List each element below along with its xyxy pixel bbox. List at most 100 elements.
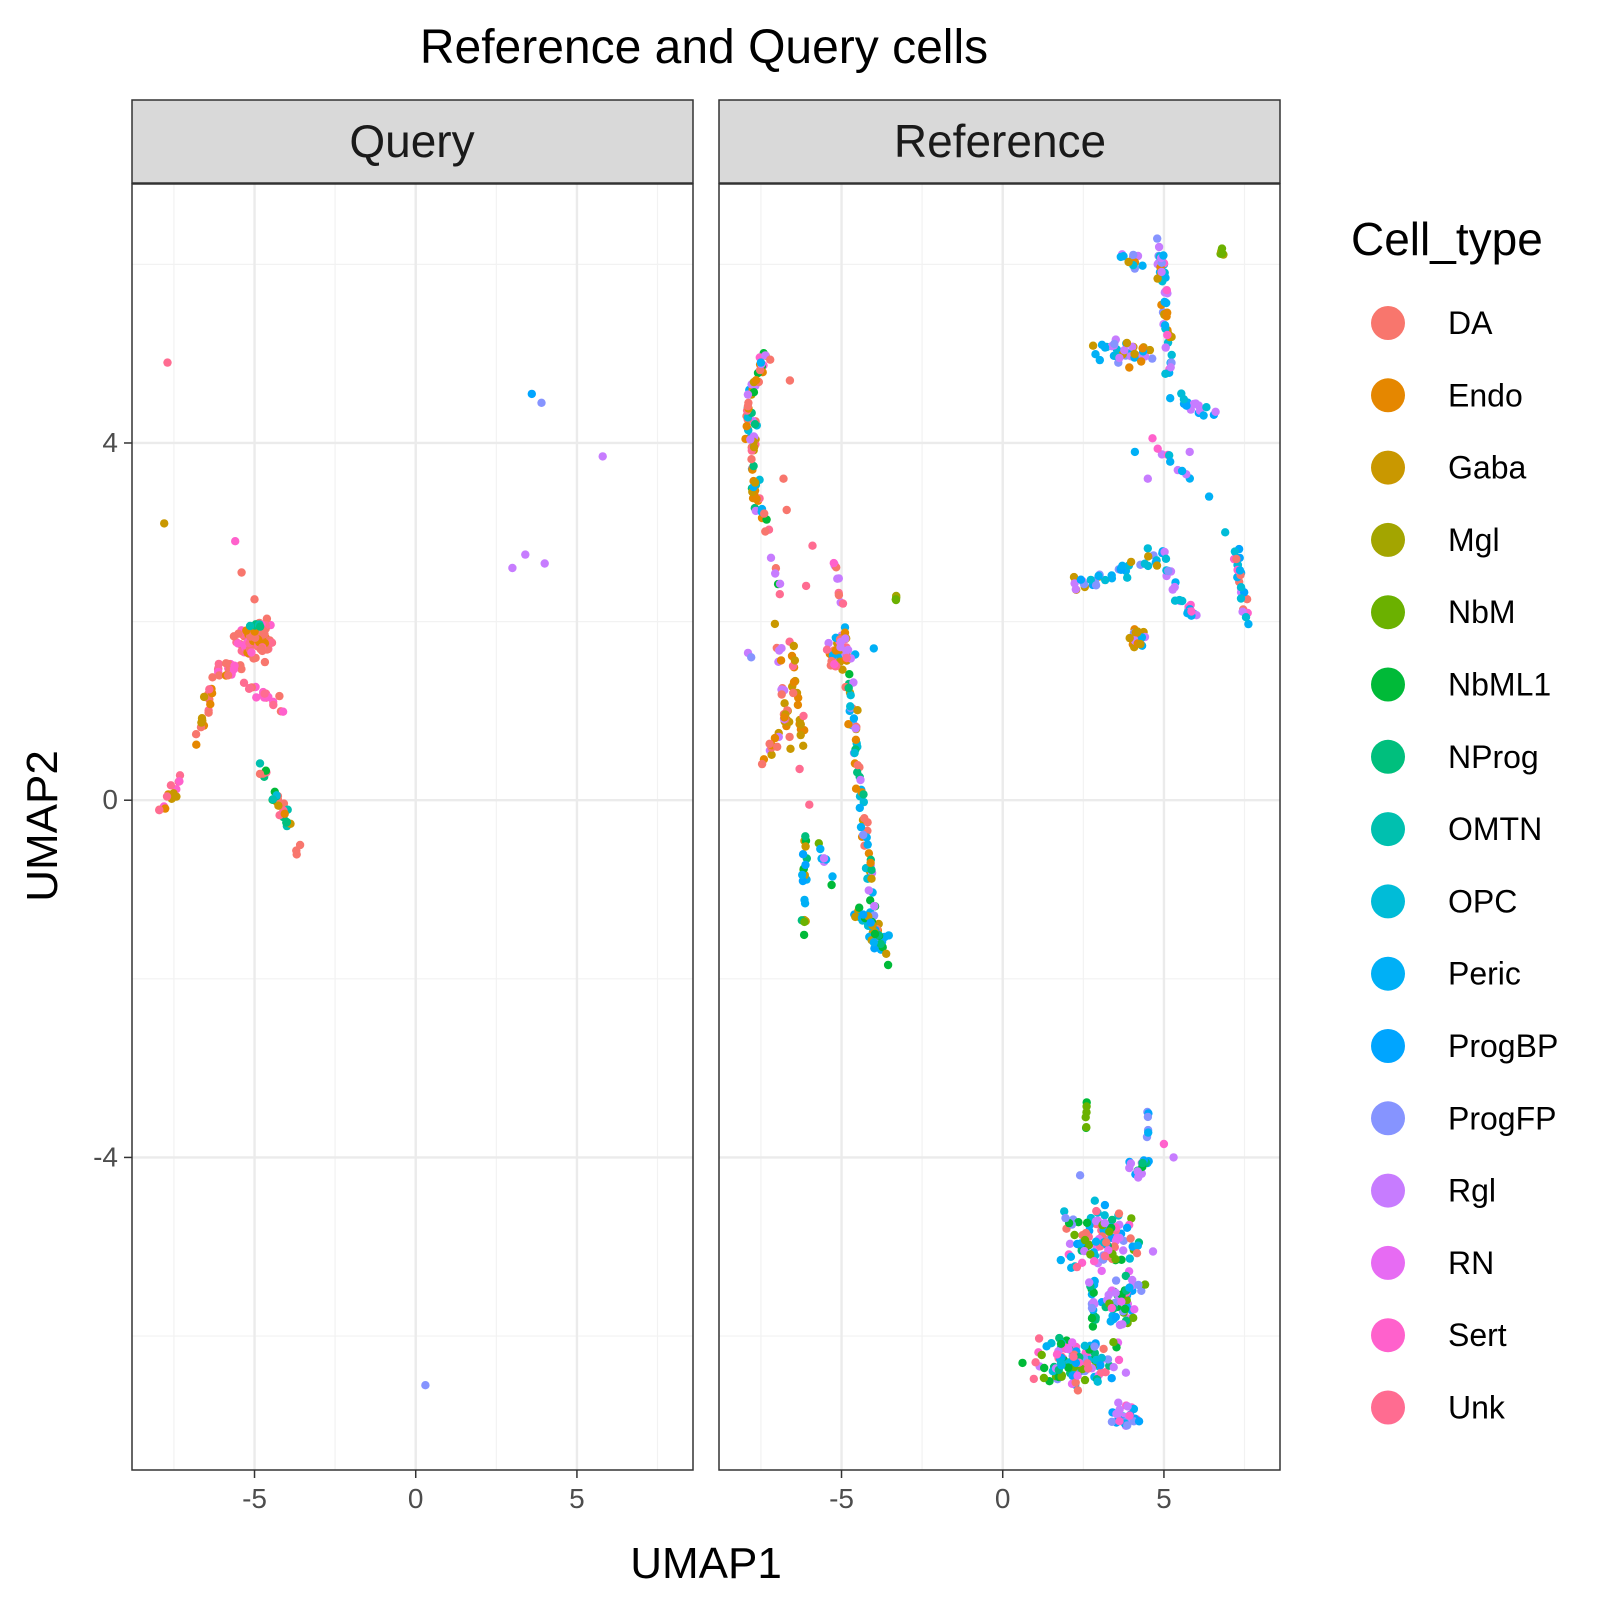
data-point [1076,575,1086,584]
data-point [1166,363,1175,372]
data-point [274,801,283,810]
data-point [1107,1215,1117,1225]
data-point [849,678,858,687]
data-point [527,389,536,399]
data-point [1120,346,1129,355]
data-point [867,865,876,875]
data-point [1094,571,1103,581]
data-point [1071,1378,1080,1387]
data-point [1126,1234,1135,1243]
data-point [844,720,853,729]
data-point [1134,1417,1144,1426]
data-point [1039,1373,1049,1383]
data-point [834,574,843,583]
data-point [1092,1206,1101,1216]
data-point [521,550,530,559]
data-point [1088,341,1098,350]
data-point [1153,274,1162,283]
legend-label-unk: Unk [1448,1390,1506,1426]
data-point [866,918,875,927]
data-point [1103,1355,1113,1364]
legend-key-da [1371,306,1405,340]
data-point [1125,1283,1134,1292]
data-point [1125,1254,1135,1263]
data-point [1159,1139,1169,1149]
data-point [1160,547,1169,557]
legend-label-sert: Sert [1448,1317,1507,1353]
legend-label-opc: OPC [1448,883,1517,919]
data-point [798,876,808,886]
data-point [1091,1216,1101,1226]
data-point [256,622,265,631]
data-point [816,844,825,854]
data-point [1107,1374,1116,1383]
data-point [214,659,223,669]
data-point [777,690,786,699]
data-point [1125,1163,1134,1173]
panel-background [719,184,1280,1470]
data-point [1034,1334,1044,1343]
data-point [1143,474,1153,483]
data-point [1129,250,1138,260]
legend-label-peric: Peric [1448,956,1521,992]
data-point [1089,1257,1099,1266]
data-point [1138,1158,1147,1168]
data-point [1130,349,1139,359]
data-point [1127,1214,1136,1223]
data-point [1080,1375,1090,1385]
data-point [1064,1344,1073,1354]
data-point [1157,267,1166,277]
data-point [752,494,761,504]
data-point [1102,1238,1111,1247]
data-point [1202,403,1211,412]
data-point [1069,1352,1078,1362]
data-point [801,581,811,591]
data-point [851,735,861,744]
data-point [231,537,240,546]
data-point [1100,1200,1110,1210]
data-point [199,692,209,702]
data-point [790,656,800,665]
data-point [267,638,276,647]
data-point [840,628,850,637]
data-point [747,455,756,464]
data-point [1136,639,1145,649]
data-point [859,790,868,799]
data-point [1230,547,1240,556]
data-point [789,677,799,687]
legend-label-nbml1: NbML1 [1448,667,1551,703]
data-point [1153,234,1162,243]
x-tick-label: -5 [242,1483,267,1514]
data-point [801,832,810,841]
data-point [508,563,517,573]
data-point [1114,1355,1124,1365]
data-point [244,684,254,693]
data-point [1097,1368,1106,1377]
data-point [780,699,789,708]
data-point [1082,1123,1091,1132]
data-point [1175,595,1184,605]
data-point [838,665,847,674]
data-point [1115,1417,1124,1426]
data-point [1123,1402,1132,1411]
data-point [1167,350,1176,360]
data-point [870,901,879,911]
x-tick-label: 0 [408,1483,424,1514]
data-point [742,422,751,431]
data-point [884,931,893,940]
data-point [789,641,798,651]
data-point [771,569,780,578]
panel-reference-points [741,234,1253,1431]
data-point [1031,1358,1040,1367]
data-point [846,702,855,711]
data-point [1080,1235,1090,1245]
data-point [866,858,875,868]
legend-key-gaba [1371,450,1405,485]
data-point [864,886,873,895]
data-point [1159,251,1168,260]
data-point [1162,298,1171,308]
data-point [1140,559,1150,568]
data-point [882,949,891,958]
data-point [1160,321,1170,330]
data-point [1090,1196,1100,1205]
